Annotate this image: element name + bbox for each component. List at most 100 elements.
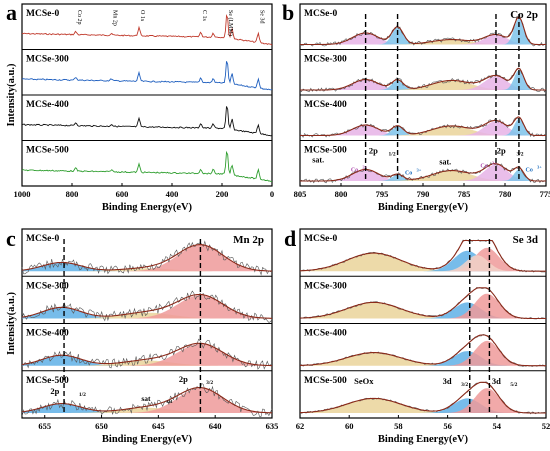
x-tick-label: 795 <box>376 189 389 199</box>
fit-component <box>300 169 546 181</box>
x-tick-label: 54 <box>493 421 502 431</box>
peak-label: Co 2p <box>76 10 82 25</box>
fit-component <box>300 388 546 413</box>
orbital-label: 3d <box>443 376 452 386</box>
series-label: MCSe-500 <box>26 146 69 156</box>
series-label: MCSe-300 <box>26 281 69 291</box>
fit-component <box>22 388 272 413</box>
raw-spectrum <box>300 333 547 368</box>
fit-component <box>22 244 272 272</box>
raw-spectrum <box>299 162 547 184</box>
fit-envelope <box>300 334 546 367</box>
fit-component <box>300 169 546 181</box>
panel-letter: a <box>6 0 17 25</box>
series-label: MCSe-0 <box>26 9 59 19</box>
co2-superscript: 2+ <box>492 161 497 166</box>
fit-component <box>300 79 546 90</box>
fit-envelope <box>300 381 546 414</box>
orbital-subscript: 1/2 <box>79 392 86 398</box>
co2-superscript: 2+ <box>362 165 367 170</box>
satellite-label: sat. <box>439 158 451 167</box>
orbital-label: 3d <box>492 376 501 386</box>
fit-component <box>22 262 272 272</box>
orbital-label: 2p <box>50 386 59 396</box>
panel-letter: c <box>6 226 16 251</box>
peak-label: Se (LMM) <box>227 10 234 36</box>
x-axis-label: Binding Energy(eV) <box>102 434 193 445</box>
series-label: MCSe-300 <box>304 281 347 291</box>
x-tick-label: 58 <box>394 421 403 431</box>
fit-component <box>300 33 546 45</box>
orbital-subscript: 5/2 <box>510 382 517 388</box>
fit-component <box>300 255 546 272</box>
panel-title: Mn 2p <box>233 234 264 246</box>
series-label: MCSe-0 <box>304 9 337 19</box>
fit-component <box>300 70 546 90</box>
fit-component <box>300 398 546 413</box>
fit-component <box>300 76 546 90</box>
fit-envelope <box>300 163 546 182</box>
fit-component <box>22 403 272 413</box>
satellite-label: sat <box>141 394 151 403</box>
x-tick-label: 600 <box>116 189 129 199</box>
survey-spectrum <box>21 106 273 137</box>
fit-component <box>300 340 546 366</box>
x-tick-label: 60 <box>345 421 354 431</box>
x-tick-label: 1000 <box>14 189 31 199</box>
x-tick-label: 805 <box>294 189 307 199</box>
orbital-label: 2p <box>179 374 188 384</box>
x-tick-label: 640 <box>209 421 222 431</box>
series-label: MCSe-400 <box>304 329 347 339</box>
survey-spectrum <box>21 61 273 91</box>
panel-letter: b <box>282 0 294 25</box>
y-axis-label: Intensity(a.u.) <box>6 63 17 127</box>
series-label: MCSe-500 <box>304 376 347 386</box>
fit-envelope <box>300 16 546 46</box>
panel-letter: d <box>284 226 296 251</box>
co3-label: Co <box>405 171 412 177</box>
satellite-label: sat. <box>312 156 324 165</box>
panel-title: Se 3d <box>513 234 538 246</box>
x-tick-label: 785 <box>458 189 471 199</box>
fit-component <box>300 119 546 136</box>
peak-label: Se 3d <box>258 10 264 24</box>
x-tick-label: 790 <box>417 189 430 199</box>
fit-component <box>22 343 272 366</box>
x-tick-label: 775 <box>540 189 550 199</box>
series-label: MCSe-400 <box>26 100 69 110</box>
orbital-label: 2p <box>497 146 506 156</box>
fit-envelope <box>21 244 273 272</box>
x-tick-label: 800 <box>335 189 348 199</box>
raw-spectrum <box>299 68 547 93</box>
co2-label: Co <box>480 164 487 170</box>
series-label: MCSe-500 <box>304 146 347 156</box>
peak-label: O 1s <box>139 10 145 22</box>
fit-component <box>300 34 546 45</box>
fit-envelope <box>299 287 546 320</box>
fit-component <box>300 293 546 319</box>
fit-envelope <box>300 116 546 137</box>
fit-envelope <box>299 239 546 272</box>
orbital-subscript: 3/2 <box>516 152 523 158</box>
x-tick-label: 650 <box>95 421 108 431</box>
fit-component <box>300 302 546 319</box>
peak-label: C 1s <box>201 10 207 22</box>
survey-spectrum <box>21 14 273 46</box>
series-label: MCSe-0 <box>304 234 337 244</box>
fit-component <box>300 253 546 272</box>
x-tick-label: 200 <box>216 189 229 199</box>
x-axis-label: Binding Energy(eV) <box>102 202 193 213</box>
co2-label: Co <box>351 168 358 174</box>
x-tick-label: 52 <box>542 421 550 431</box>
series-label: MCSe-300 <box>26 55 69 65</box>
satellite-subscript: sat <box>166 400 172 405</box>
fit-envelope <box>300 67 546 91</box>
x-tick-label: 645 <box>152 421 165 431</box>
series-label: MCSe-400 <box>304 100 347 110</box>
survey-spectrum <box>21 150 273 183</box>
orbital-label: 2p <box>369 146 378 156</box>
x-tick-label: 0 <box>270 189 274 199</box>
co3-label: Co <box>526 168 533 174</box>
x-tick-label: 635 <box>266 421 279 431</box>
fit-component <box>22 295 272 319</box>
